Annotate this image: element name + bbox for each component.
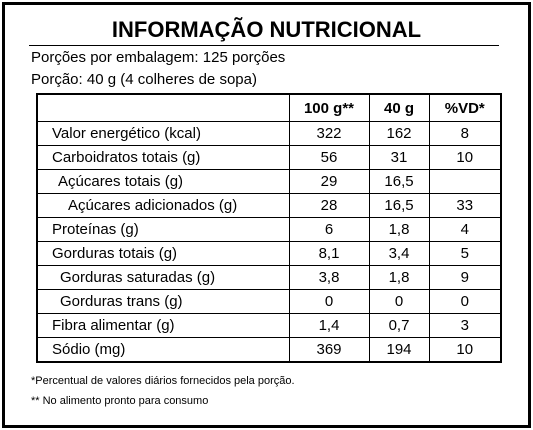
nutrient-value: 3,8: [288, 265, 370, 290]
nutrient-row: Açúcares totais (g) 29 16,5: [36, 169, 502, 194]
nutrient-name: Fibra alimentar (g): [36, 313, 290, 338]
nutrient-value: 33: [428, 193, 502, 218]
nutrient-name: Gorduras trans (g): [36, 289, 290, 314]
nutrient-value: 6: [288, 217, 370, 242]
nutrient-value: 5: [428, 241, 502, 266]
nutrient-value: 0: [368, 289, 430, 314]
title: INFORMAÇÃO NUTRICIONAL: [111, 17, 422, 42]
nutrient-value: 10: [428, 145, 502, 170]
nutrient-value: 1,8: [368, 265, 430, 290]
nutrient-value: 3,4: [368, 241, 430, 266]
nutrient-value: 4: [428, 217, 502, 242]
nutrient-name: Gorduras totais (g): [36, 241, 290, 266]
nutrient-name: Açúcares adicionados (g): [36, 193, 290, 218]
nutrient-value: 162: [368, 121, 430, 146]
nutrient-row: Fibra alimentar (g) 1,4 0,7 3: [36, 313, 502, 338]
nutrient-name: Valor energético (kcal): [36, 121, 290, 146]
footnote: ** No alimento pronto para consumo: [31, 395, 209, 407]
nutrient-value: 369: [288, 337, 370, 363]
nutrient-row: Gorduras saturadas (g) 3,8 1,8 9: [36, 265, 502, 290]
divider: [29, 45, 499, 46]
nutrient-row: Sódio (mg) 369 194 10: [36, 337, 502, 363]
nutrition-table: 100 g** 40 g %VD* Valor energético (kcal) 3…: [36, 93, 502, 363]
portion: Porção: 40 g (4 colheres de sopa): [31, 71, 257, 88]
nutrient-name: Sódio (mg): [36, 337, 290, 363]
header-cell: [36, 93, 290, 122]
nutrient-value: 8: [428, 121, 502, 146]
nutrient-value: 0,7: [368, 313, 430, 338]
nutrient-name: Proteínas (g): [36, 217, 290, 242]
nutrient-value: 16,5: [368, 193, 430, 218]
nutrient-value: 3: [428, 313, 502, 338]
column-header: 100 g**: [288, 93, 370, 122]
nutrient-value: 322: [288, 121, 370, 146]
nutrient-value: 194: [368, 337, 430, 363]
nutrient-value: 28: [288, 193, 370, 218]
nutrient-value: 16,5: [368, 169, 430, 194]
column-header: 40 g: [368, 93, 430, 122]
nutrient-name: Açúcares totais (g): [36, 169, 290, 194]
nutrient-value: 9: [428, 265, 502, 290]
footnote: *Percentual de valores diários fornecido…: [31, 375, 295, 387]
nutrient-row: Gorduras totais (g) 8,1 3,4 5: [36, 241, 502, 266]
nutrient-name: Gorduras saturadas (g): [36, 265, 290, 290]
nutrient-row: Carboidratos totais (g) 56 31 10: [36, 145, 502, 170]
nutrient-row: Proteínas (g) 6 1,8 4: [36, 217, 502, 242]
nutrient-value: [428, 169, 502, 194]
nutrient-value: 1,4: [288, 313, 370, 338]
servings: Porções por embalagem: 125 porções: [31, 49, 286, 66]
nutrient-row: Valor energético (kcal) 322 162 8: [36, 121, 502, 146]
nutrient-value: 0: [428, 289, 502, 314]
nutrient-value: 29: [288, 169, 370, 194]
nutrient-value: 10: [428, 337, 502, 363]
nutrient-value: 8,1: [288, 241, 370, 266]
nutrient-value: 31: [368, 145, 430, 170]
nutrient-row: Gorduras trans (g) 0 0 0: [36, 289, 502, 314]
nutrient-value: 56: [288, 145, 370, 170]
column-header: %VD*: [428, 93, 502, 122]
nutrient-value: 0: [288, 289, 370, 314]
nutrient-value: 1,8: [368, 217, 430, 242]
header-row: 100 g** 40 g %VD*: [36, 93, 502, 122]
nutrient-name: Carboidratos totais (g): [36, 145, 290, 170]
nutrient-row: Açúcares adicionados (g) 28 16,5 33: [36, 193, 502, 218]
